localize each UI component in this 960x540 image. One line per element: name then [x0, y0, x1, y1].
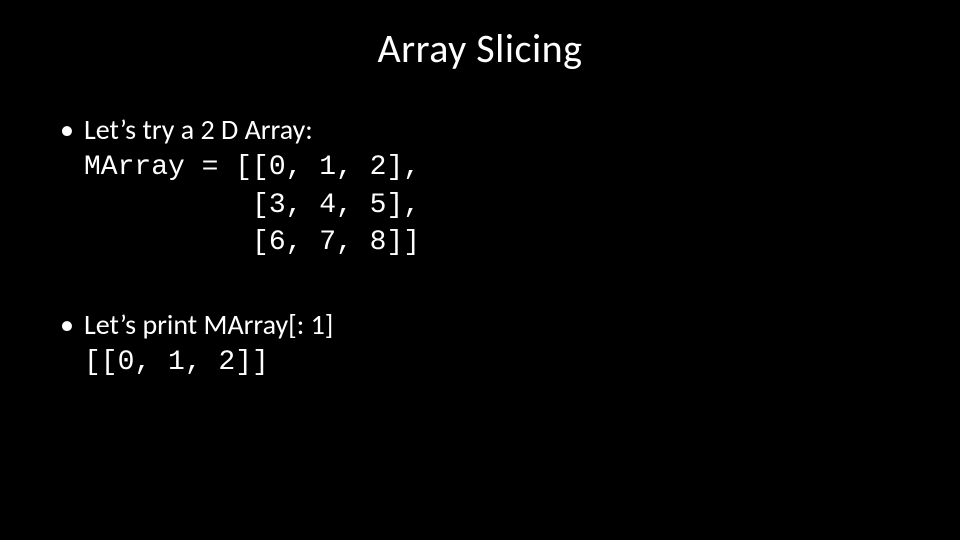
bullet-text: Let’s print MArray[: 1]	[84, 306, 900, 344]
bullet-dot-icon: •	[60, 111, 84, 149]
slide: Array Slicing • Let’s try a 2 D Array: M…	[0, 0, 960, 540]
code-line: [6, 7, 8]]	[60, 224, 900, 262]
code-line: [[0, 1, 2]]	[60, 344, 900, 382]
code-line: MArray = [[0, 1, 2],	[60, 149, 900, 187]
bullet-dot-icon: •	[60, 306, 84, 344]
code-line: [3, 4, 5],	[60, 187, 900, 225]
slide-title: Array Slicing	[0, 0, 960, 73]
bullet-item: • Let’s print MArray[: 1]	[60, 306, 900, 344]
slide-body: • Let’s try a 2 D Array: MArray = [[0, 1…	[0, 73, 960, 382]
bullet-item: • Let’s try a 2 D Array:	[60, 111, 900, 149]
spacer	[60, 262, 900, 306]
bullet-text: Let’s try a 2 D Array:	[84, 111, 900, 149]
